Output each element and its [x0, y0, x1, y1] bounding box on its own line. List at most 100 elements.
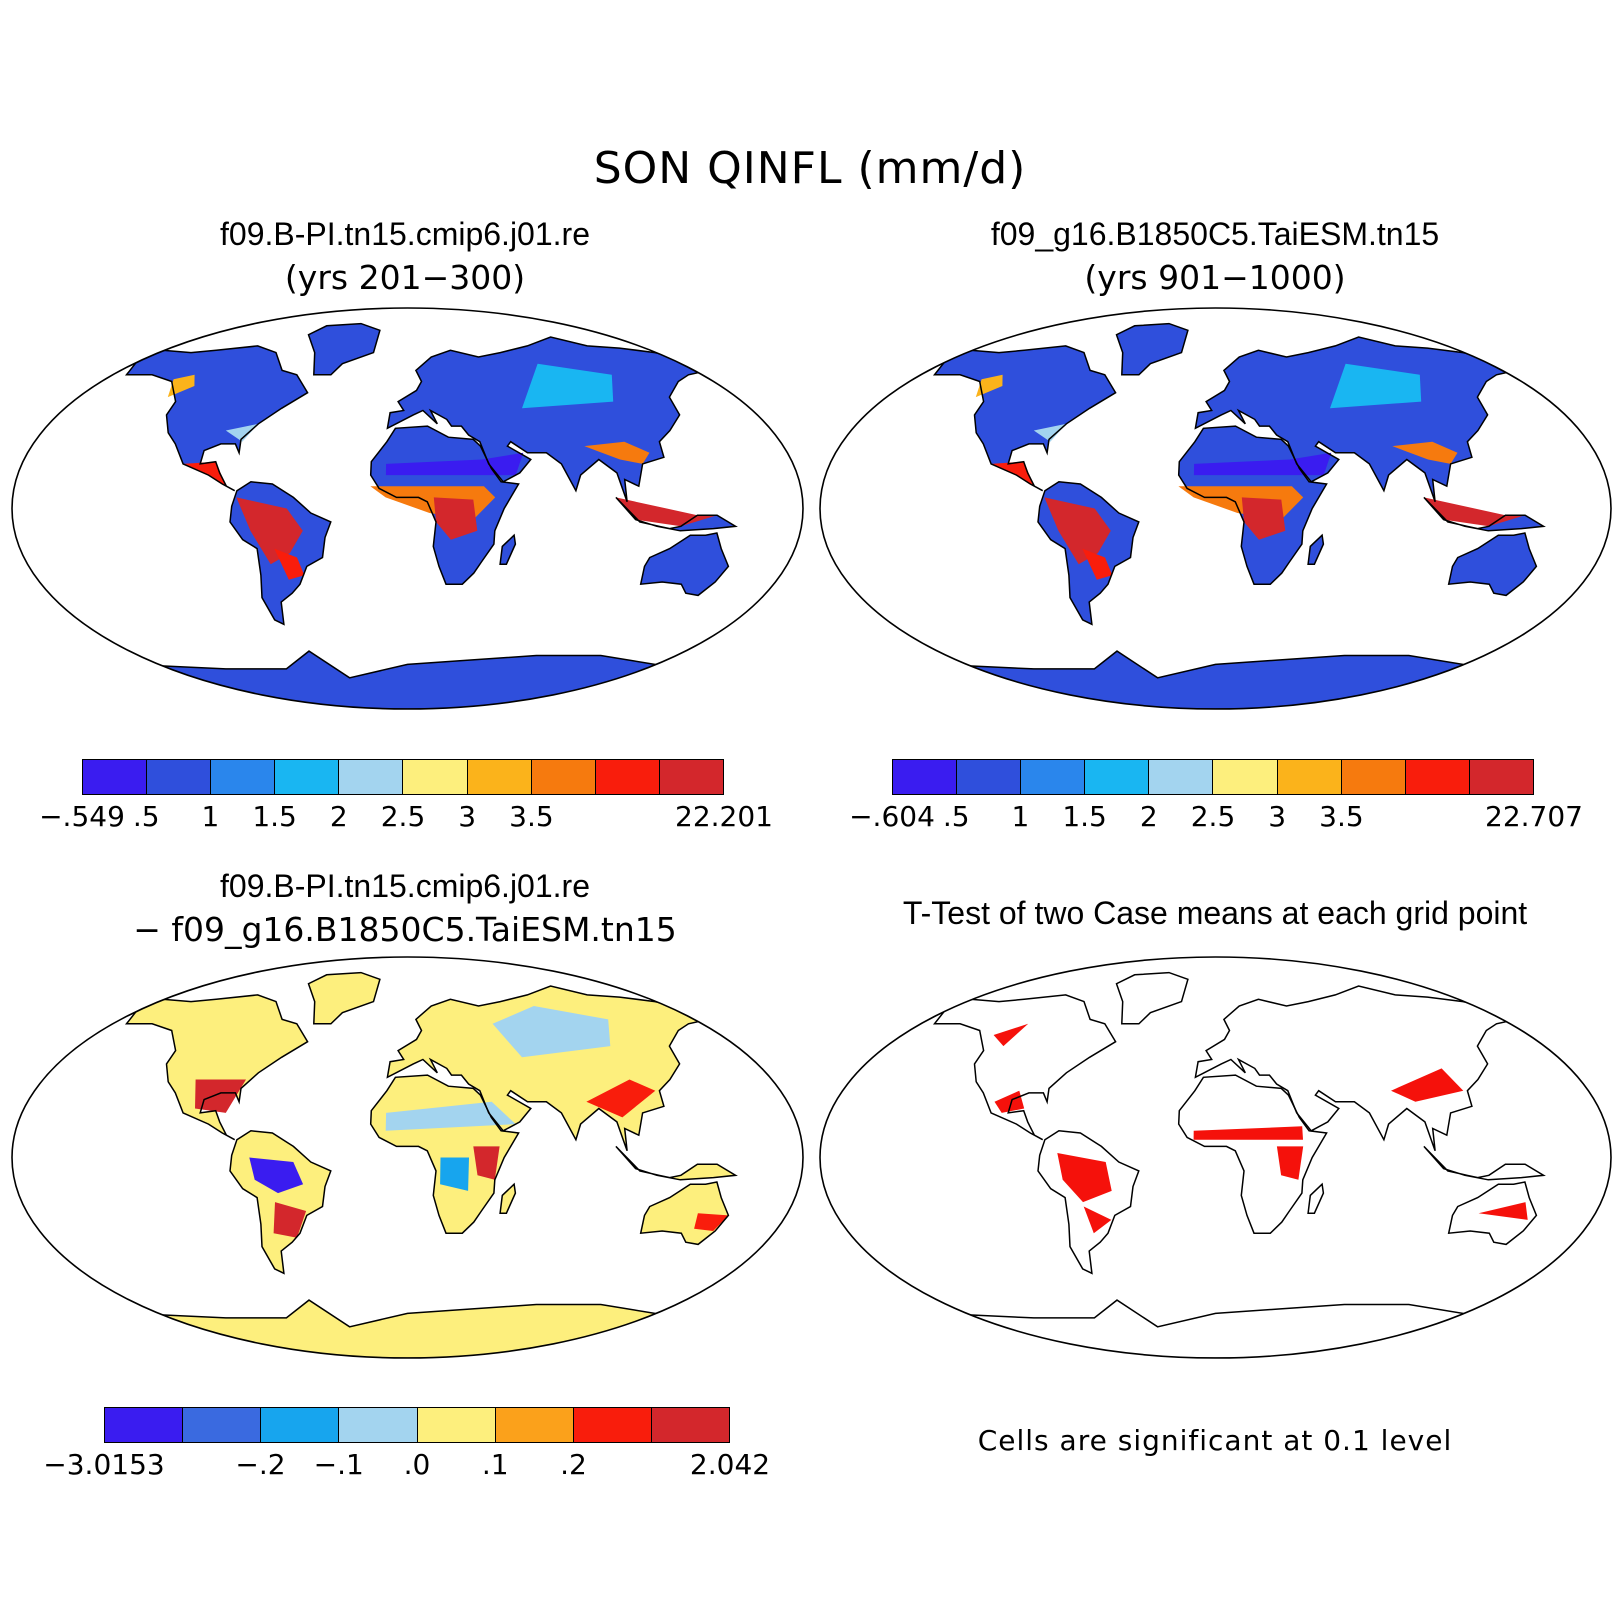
panel-4-title: T-Test of two Case means at each grid po…: [902, 895, 1528, 931]
coastline-madagascar: [499, 533, 517, 565]
colorbar-swatch: [573, 1408, 652, 1442]
map-border: [11, 307, 804, 710]
colorbar-swatch: [83, 760, 148, 794]
land-eurasia: [1195, 986, 1517, 1151]
field-region: [1391, 1068, 1464, 1102]
coastline-eurasia: [1194, 985, 1519, 1152]
colorbar-label: −.1: [313, 1448, 364, 1481]
colorbar-swatch: [651, 1408, 729, 1442]
colorbar-label: 2: [1139, 800, 1158, 833]
land-madagascar: [1308, 1184, 1324, 1214]
colorbar-swatch: [659, 760, 723, 794]
land-greenland: [308, 323, 380, 375]
field-region: [1276, 1146, 1304, 1180]
land-antarctica: [129, 651, 663, 709]
land-samerica: [1038, 1130, 1139, 1274]
coastline-eurasia: [386, 985, 711, 1152]
panel-1-colorbar: [82, 759, 724, 795]
map-border: [819, 307, 1612, 710]
colorbar-label: 1: [201, 800, 220, 833]
panel-3-colorbar-labels: −3.0153 −.2 −.1 .0 .1 .2 2.042: [43, 1448, 770, 1484]
land-madagascar: [500, 535, 516, 565]
colorbar-swatch: [1405, 760, 1470, 794]
field-region: [1392, 441, 1458, 464]
coastline-africa: [369, 1074, 520, 1234]
colorbar-swatch: [403, 760, 468, 794]
field-region: [473, 1146, 500, 1180]
colorbar-label: 2.5: [1190, 800, 1236, 833]
coastline-australia: [1447, 1181, 1538, 1246]
field-region: [249, 1157, 304, 1194]
land-namerica: [126, 345, 308, 491]
land-antarctica: [129, 1300, 663, 1358]
colorbar-label: 2.5: [380, 800, 426, 833]
field-region: [385, 1101, 516, 1131]
coastline-namerica: [124, 345, 309, 492]
land-namerica: [934, 345, 1116, 491]
panel-2-map: [819, 307, 1612, 710]
coastline-samerica: [229, 481, 332, 626]
land-greenland: [1116, 323, 1188, 375]
colorbar-label: −.2: [235, 1448, 286, 1481]
field-region: [274, 548, 305, 580]
field-region: [991, 461, 1035, 487]
coastline-australia: [639, 532, 730, 597]
land-indonesia: [615, 497, 736, 531]
colorbar-swatch: [1469, 760, 1533, 794]
field-region: [1083, 1206, 1112, 1234]
colorbar-swatch: [1341, 760, 1406, 794]
coastline-indonesia: [615, 1145, 738, 1181]
colorbar-label: −.549: [39, 800, 125, 833]
colorbar-swatch: [339, 760, 404, 794]
coastline-eurasia: [386, 336, 711, 503]
field-region: [975, 374, 1003, 398]
land-namerica: [126, 994, 308, 1140]
panel-2-colorbar: [892, 759, 1534, 795]
panel-1-title: f09.B-PI.tn15.cmip6.j01.re: [220, 216, 590, 252]
colorbar-swatch: [893, 760, 958, 794]
colorbar-label: 2.042: [689, 1448, 771, 1481]
field-region: [183, 461, 227, 487]
coastline-samerica: [1037, 481, 1140, 626]
colorbar-label: 1.5: [252, 800, 297, 833]
colorbar-label: 3.5: [509, 800, 554, 833]
coastline-greenland: [1115, 322, 1189, 376]
land-australia: [1448, 533, 1537, 596]
colorbar-label: .5: [942, 800, 970, 833]
field-region: [1478, 1202, 1528, 1220]
map-border: [819, 956, 1612, 1359]
coastline-samerica: [229, 1130, 332, 1275]
panel-2-subtitle: (yrs 901−1000): [1084, 258, 1346, 297]
panel-2-title: f09_g16.B1850C5.TaiESM.tn15: [990, 216, 1440, 252]
colorbar-label: 3: [458, 800, 477, 833]
coastline-greenland: [307, 322, 381, 376]
colorbar-swatch: [211, 760, 276, 794]
colorbar-swatch: [275, 760, 340, 794]
colorbar-label: 3.5: [1319, 800, 1364, 833]
colorbar-label: 2: [329, 800, 348, 833]
colorbar-label: 3: [1268, 800, 1287, 833]
colorbar-label: .1: [481, 1448, 509, 1481]
field-region: [584, 441, 650, 464]
field-region: [1057, 1153, 1112, 1203]
colorbar-label: .2: [560, 1448, 587, 1481]
colorbar-swatch: [261, 1408, 340, 1442]
coastline-indonesia: [615, 496, 738, 532]
land-greenland: [1116, 972, 1188, 1024]
coastline-australia: [639, 1181, 730, 1246]
panel-2-colorbar-labels: −.604.5 1 1.5 2 2.5 3 3.5 22.707: [849, 800, 1583, 836]
significance-note: Cells are significant at 0.1 level: [977, 1424, 1453, 1457]
panel-1-map: [11, 307, 804, 710]
colorbar-swatch: [957, 760, 1022, 794]
colorbar-swatch: [339, 1408, 418, 1442]
field-region: [586, 1079, 656, 1118]
coastline-australia: [1447, 532, 1538, 597]
colorbar-label: 22.201: [675, 800, 773, 833]
colorbar-label: 1: [1011, 800, 1030, 833]
panel-1-subtitle: (yrs 201−300): [284, 258, 526, 297]
land-greenland: [308, 972, 380, 1024]
coastline-indonesia: [1423, 496, 1546, 532]
colorbar-swatch: [531, 760, 596, 794]
panel-3-subtitle: − f09_g16.B1850C5.TaiESM.tn15: [133, 910, 677, 949]
field-region: [492, 1006, 611, 1058]
